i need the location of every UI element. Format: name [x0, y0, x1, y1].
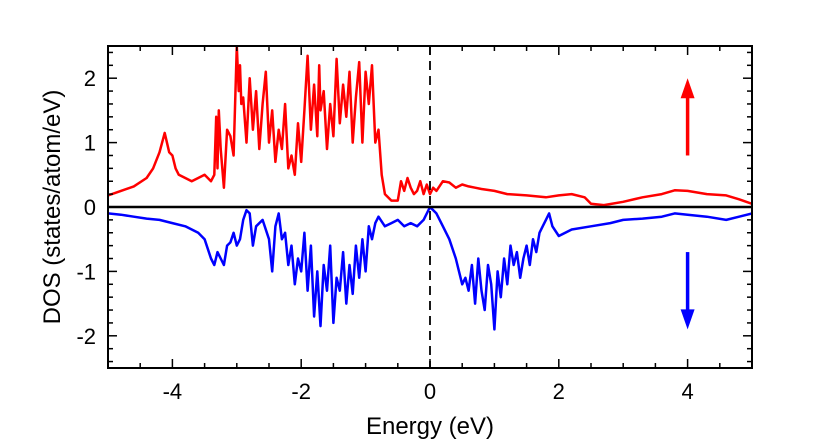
spin-up-arrow	[680, 78, 695, 156]
y-axis-title: DOS (states/atom/eV)	[39, 90, 66, 325]
series-line-spin-down	[108, 205, 752, 331]
y-tick-label: 1	[84, 131, 96, 156]
y-tick-label: -1	[76, 259, 96, 284]
y-tick-label: 2	[84, 66, 96, 91]
y-tick-label: -2	[76, 324, 96, 349]
x-tick-label: 0	[424, 379, 436, 404]
x-tick-label: 4	[681, 379, 693, 404]
x-tick-label: 2	[553, 379, 565, 404]
spin-down-arrow	[680, 252, 695, 330]
y-tick-label: 0	[84, 195, 96, 220]
x-axis-title: Energy (eV)	[366, 413, 494, 440]
x-tick-label: -4	[163, 379, 183, 404]
series-line-spin-up	[108, 46, 752, 207]
x-tick-label: -2	[291, 379, 311, 404]
